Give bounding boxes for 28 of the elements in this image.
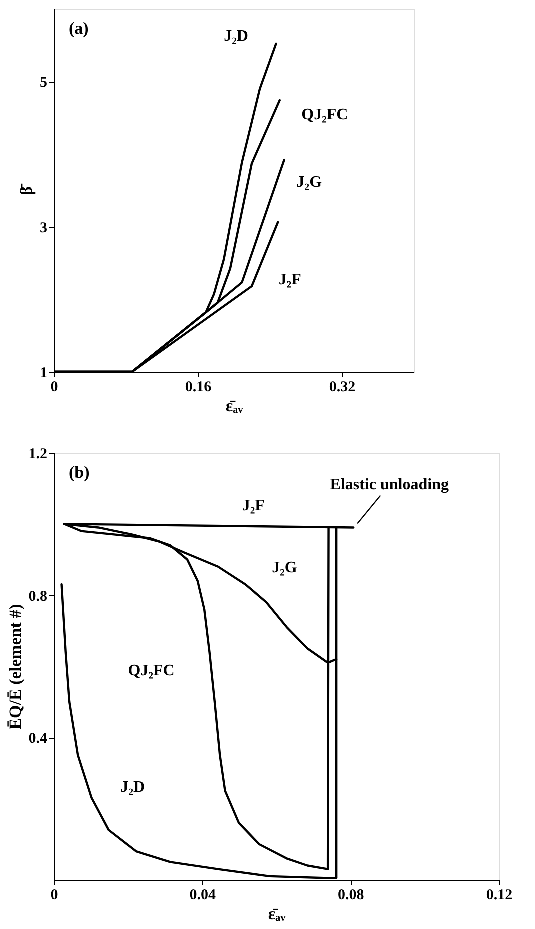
y-axis-title: ĒQ/Ē (element #) (6, 604, 25, 730)
x-tick-label: 0.12 (486, 888, 513, 904)
x-axis-title: ε̄ₐᵥ (226, 396, 244, 416)
series-label: J₂G (296, 174, 323, 192)
y-tick-label: 5 (40, 75, 48, 92)
y-tick-label: 3 (40, 220, 48, 236)
series-label: J₂G (272, 560, 298, 577)
series-label: J₂D (120, 779, 146, 796)
x-tick-label: 0 (50, 888, 58, 904)
y-tick-label: 0.4 (28, 731, 48, 748)
series-label: J₂D (224, 28, 248, 45)
series-label: J₂F (242, 498, 266, 515)
x-tick-label: 0.16 (185, 380, 212, 396)
x-tick-label: 0.32 (329, 380, 356, 396)
x-axis-title: ε̄ₐᵥ (268, 904, 287, 924)
text: QJ₂FC (128, 662, 175, 680)
x-tick-label: 0.04 (190, 888, 216, 904)
series-label: J₂F (278, 271, 302, 288)
series-label: QJ₂FC (302, 106, 348, 124)
y-axis-title: β̄ (17, 184, 36, 196)
y-tick-label: 1 (40, 366, 48, 382)
y-tick-label: 1.2 (28, 446, 48, 462)
text: (b) (69, 463, 90, 482)
y-tick-label: 0.8 (28, 588, 48, 605)
x-tick-label: 0 (50, 380, 58, 396)
annotation: Elastic unloading (330, 476, 449, 494)
x-tick-label: 0.08 (338, 888, 364, 904)
text: (a) (69, 19, 89, 38)
